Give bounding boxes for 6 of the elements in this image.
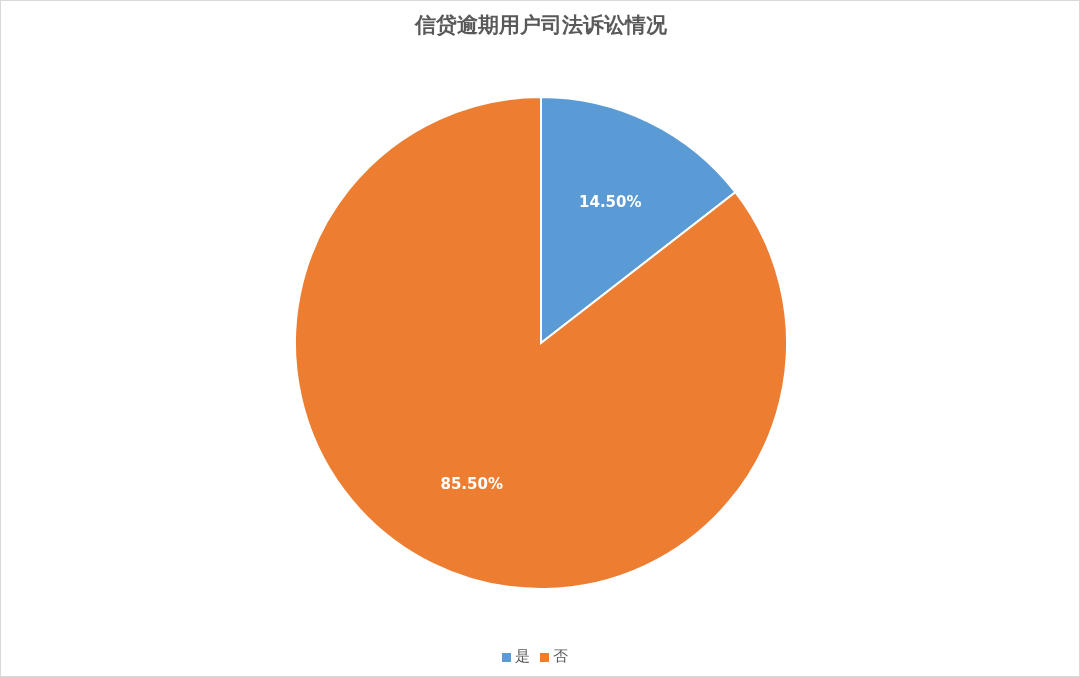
data-label: 85.50%	[440, 475, 503, 494]
legend-label: 否	[553, 647, 568, 665]
data-label: 14.50%	[579, 192, 642, 211]
legend-label: 是	[515, 647, 530, 665]
chart-title: 信贷逾期用户司法诉讼情况	[413, 12, 668, 39]
pie-slice	[294, 96, 788, 590]
